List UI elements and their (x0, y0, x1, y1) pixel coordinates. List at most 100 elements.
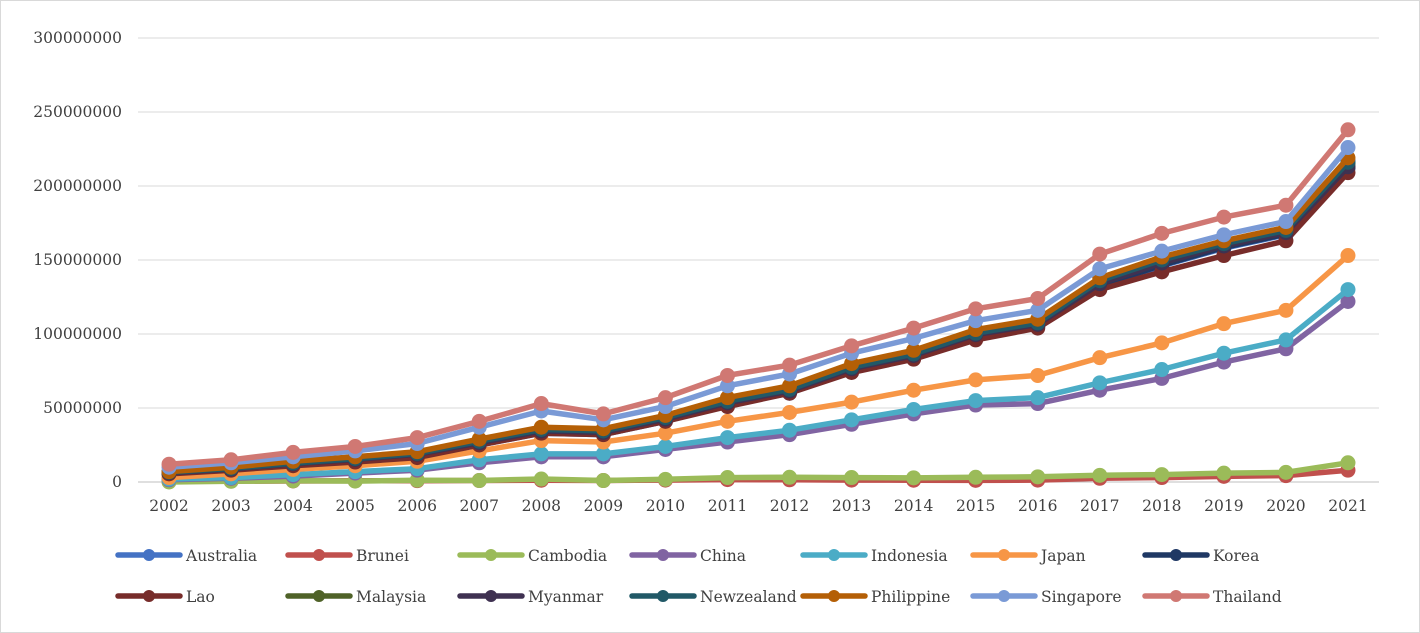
legend-label: Singapore (1041, 588, 1122, 606)
series-line-philippine (166, 155, 1351, 475)
x-tick-label: 2014 (894, 497, 934, 515)
series-thailand (161, 122, 1356, 472)
data-point-thailand (471, 413, 487, 429)
data-point-thailand (1092, 246, 1108, 262)
legend-swatch-marker (998, 590, 1010, 602)
data-point-cambodia (1278, 464, 1294, 480)
x-tick-label: 2010 (646, 497, 685, 515)
x-tick-label: 2012 (770, 497, 809, 515)
x-tick-label: 2018 (1142, 497, 1181, 515)
data-point-indonesia (1278, 332, 1294, 348)
series-line-australia (166, 158, 1351, 476)
x-tick-label: 2011 (708, 497, 747, 515)
series-line-myanmar (166, 164, 1351, 476)
data-point-philippine (844, 356, 860, 372)
y-tick-label: 0 (112, 473, 122, 491)
data-point-cambodia (533, 471, 549, 487)
data-point-indonesia (719, 430, 735, 446)
legend-item-newzealand: Newzealand (629, 588, 797, 606)
data-point-japan (782, 404, 798, 420)
series-line-korea (166, 165, 1351, 476)
data-point-japan (1092, 350, 1108, 366)
series-line-japan (166, 252, 1351, 481)
gridlines (138, 37, 1379, 483)
data-point-indonesia (1340, 282, 1356, 298)
legend-label: Philippine (871, 588, 950, 606)
data-point-thailand (1340, 122, 1356, 138)
data-point-philippine (906, 342, 922, 358)
legend-swatch-marker (828, 549, 840, 561)
series-line-newzealand (166, 159, 1351, 475)
data-point-thailand (595, 406, 611, 422)
data-point-japan (657, 425, 673, 441)
legend-label: China (700, 547, 746, 565)
legend-label: Japan (1039, 547, 1086, 565)
data-point-japan (1216, 316, 1232, 332)
data-point-singapore (906, 330, 922, 346)
x-tick-label: 2008 (522, 497, 561, 515)
data-point-thailand (347, 438, 363, 454)
data-point-cambodia (657, 471, 673, 487)
x-tick-label: 2013 (832, 497, 871, 515)
data-point-singapore (1216, 227, 1232, 243)
x-tick-label: 2002 (149, 497, 188, 515)
data-point-thailand (1216, 209, 1232, 225)
data-point-singapore (1278, 214, 1294, 230)
x-tick-label: 2006 (397, 497, 436, 515)
series-line-singapore (166, 144, 1351, 470)
data-point-cambodia (1340, 455, 1356, 471)
data-point-thailand (285, 444, 301, 460)
data-point-thailand (1030, 290, 1046, 306)
legend-label: Indonesia (871, 547, 948, 565)
y-tick-label: 200000000 (33, 177, 122, 195)
y-tick-label: 50000000 (43, 399, 122, 417)
series-philippine (161, 150, 1356, 480)
y-axis: 0 50000000 100000000 150000000 200000000 2500… (33, 29, 122, 491)
legend-swatch-marker (313, 590, 325, 602)
y-tick-label: 100000000 (33, 325, 122, 343)
legend-item-cambodia: Cambodia (457, 547, 607, 565)
series-newzealand (161, 154, 1356, 480)
data-point-indonesia (1030, 390, 1046, 406)
data-point-thailand (223, 452, 239, 468)
series-group (161, 122, 1356, 490)
legend-item-philippine: Philippine (800, 588, 950, 606)
data-point-singapore (1340, 140, 1356, 156)
data-point-japan (1030, 367, 1046, 383)
data-point-indonesia (533, 446, 549, 462)
data-point-indonesia (844, 412, 860, 428)
x-tick-label: 2021 (1328, 497, 1367, 515)
legend-label: Cambodia (528, 547, 607, 565)
legend-swatch-marker (998, 549, 1010, 561)
x-tick-label: 2005 (335, 497, 374, 515)
legend-swatch-marker (485, 549, 497, 561)
data-point-thailand (161, 456, 177, 472)
x-tick-label: 2009 (584, 497, 623, 515)
legend-label: Brunei (356, 547, 409, 565)
legend-swatch-marker (143, 590, 155, 602)
legend-swatch-marker (143, 549, 155, 561)
y-tick-label: 150000000 (33, 251, 122, 269)
legend-item-myanmar: Myanmar (457, 588, 604, 606)
x-tick-label: 2020 (1266, 497, 1305, 515)
x-tick-label: 2017 (1080, 497, 1119, 515)
legend-item-japan: Japan (970, 547, 1086, 565)
y-tick-label: 250000000 (33, 103, 122, 121)
data-point-indonesia (1216, 345, 1232, 361)
legend-label: Newzealand (700, 588, 797, 606)
legend-swatch-marker (657, 590, 669, 602)
data-point-singapore (1154, 243, 1170, 259)
data-point-japan (719, 413, 735, 429)
data-point-indonesia (968, 393, 984, 409)
x-tick-label: 2016 (1018, 497, 1057, 515)
legend-item-australia: Australia (115, 547, 257, 565)
data-point-japan (906, 382, 922, 398)
data-point-thailand (1278, 197, 1294, 213)
data-point-japan (1154, 335, 1170, 351)
data-point-cambodia (719, 470, 735, 486)
data-point-singapore (719, 378, 735, 394)
legend-label: Thailand (1213, 588, 1282, 606)
series-line-cambodia (166, 460, 1351, 485)
